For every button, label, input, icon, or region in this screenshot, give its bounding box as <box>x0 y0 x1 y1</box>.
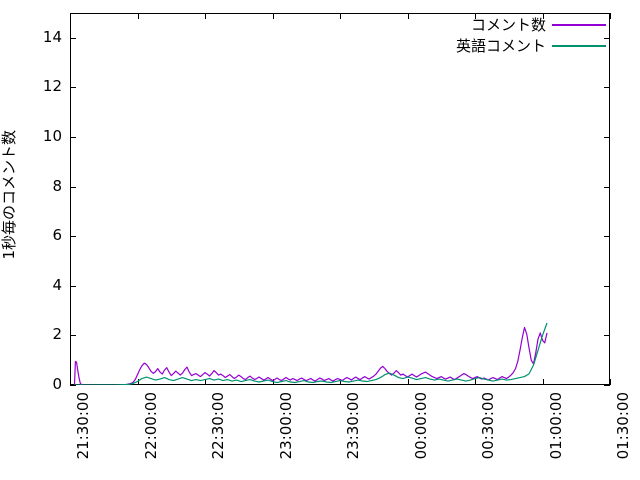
y-tick-mark-right <box>604 335 610 337</box>
legend-color-swatch <box>552 24 606 26</box>
x-tick-label: 21:30:00 <box>74 392 92 460</box>
y-tick-label: 10 <box>42 127 62 145</box>
x-tick-mark <box>610 379 611 385</box>
y-tick-mark-right <box>604 385 610 386</box>
y-tick-mark-right <box>604 186 610 188</box>
x-tick-label: 00:30:00 <box>479 392 497 460</box>
x-tick-mark-top <box>272 13 274 19</box>
y-tick-label: 8 <box>52 176 62 195</box>
y-tick-label: 4 <box>52 275 62 294</box>
x-tick-mark <box>70 379 71 385</box>
series-line <box>73 326 548 385</box>
y-tick-mark <box>70 87 76 89</box>
legend: コメント数英語コメント <box>456 16 606 55</box>
x-tick-mark-top <box>407 13 409 19</box>
legend-item: 英語コメント <box>456 37 606 55</box>
x-tick-mark <box>407 379 409 385</box>
x-tick-mark-top <box>137 13 139 19</box>
x-tick-label: 22:00:00 <box>141 392 160 460</box>
x-tick-mark-top <box>340 13 341 19</box>
y-tick-mark-right <box>604 285 610 287</box>
data-lines <box>73 322 548 385</box>
y-tick-mark <box>70 335 76 337</box>
x-tick-mark <box>340 379 341 385</box>
x-tick-mark <box>137 379 139 385</box>
x-tick-mark <box>542 379 544 385</box>
y-tick-mark-right <box>604 37 610 39</box>
x-tick-mark <box>475 379 476 385</box>
legend-item: コメント数 <box>471 16 606 34</box>
plot-area <box>70 13 610 385</box>
x-tick-label: 23:00:00 <box>276 392 295 460</box>
x-tick-label: 00:00:00 <box>411 392 430 460</box>
y-tick-mark <box>70 137 76 138</box>
y-tick-mark-right <box>604 87 610 89</box>
x-tick-label: 01:30:00 <box>614 392 632 460</box>
y-tick-label: 6 <box>52 226 62 245</box>
y-tick-label: 12 <box>42 77 62 96</box>
y-tick-mark-right <box>604 236 610 238</box>
x-tick-mark <box>205 379 206 385</box>
y-tick-mark <box>70 385 76 386</box>
y-tick-label: 0 <box>52 375 62 393</box>
series-line <box>74 322 548 385</box>
x-tick-mark-top <box>542 13 544 19</box>
legend-label: 英語コメント <box>455 36 546 55</box>
y-tick-mark <box>70 236 76 238</box>
x-tick-label: 22:30:00 <box>209 392 227 460</box>
x-tick-mark-top <box>205 13 206 19</box>
y-tick-label: 2 <box>52 325 62 344</box>
y-tick-mark-right <box>604 137 610 138</box>
x-tick-label: 23:30:00 <box>344 392 362 460</box>
y-axis-title: 1秒毎のコメント数 <box>0 130 18 260</box>
y-tick-label: 14 <box>42 27 62 46</box>
y-tick-mark <box>70 285 76 287</box>
x-tick-label: 01:00:00 <box>546 392 565 460</box>
legend-label: コメント数 <box>470 15 546 34</box>
x-tick-mark-top <box>70 13 71 19</box>
y-tick-mark <box>70 37 76 39</box>
x-tick-mark-top <box>610 13 611 19</box>
x-tick-mark-top <box>475 13 476 19</box>
legend-color-swatch <box>552 45 606 47</box>
y-tick-mark <box>70 186 76 188</box>
